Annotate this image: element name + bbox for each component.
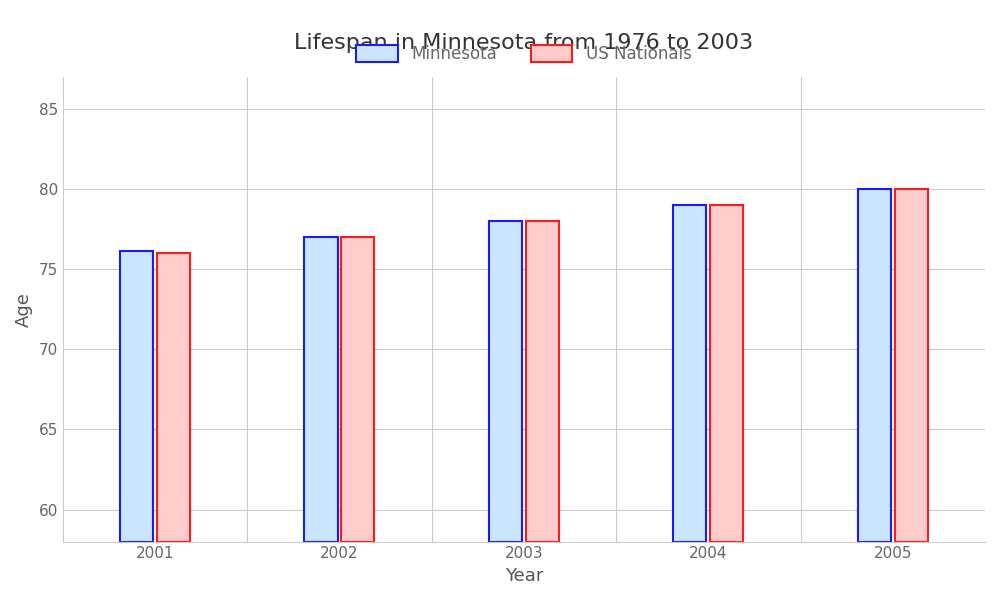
Bar: [341, 237, 374, 542]
Y-axis label: Age: Age: [15, 292, 33, 326]
Bar: [526, 221, 559, 542]
Bar: [304, 237, 338, 542]
Bar: [157, 253, 190, 542]
X-axis label: Year: Year: [505, 567, 543, 585]
Legend: Minnesota, US Nationals: Minnesota, US Nationals: [350, 38, 698, 70]
Bar: [895, 189, 928, 542]
Bar: [858, 189, 891, 542]
Title: Lifespan in Minnesota from 1976 to 2003: Lifespan in Minnesota from 1976 to 2003: [294, 33, 753, 53]
Bar: [710, 205, 743, 542]
Bar: [120, 251, 153, 542]
Bar: [489, 221, 522, 542]
Bar: [673, 205, 706, 542]
